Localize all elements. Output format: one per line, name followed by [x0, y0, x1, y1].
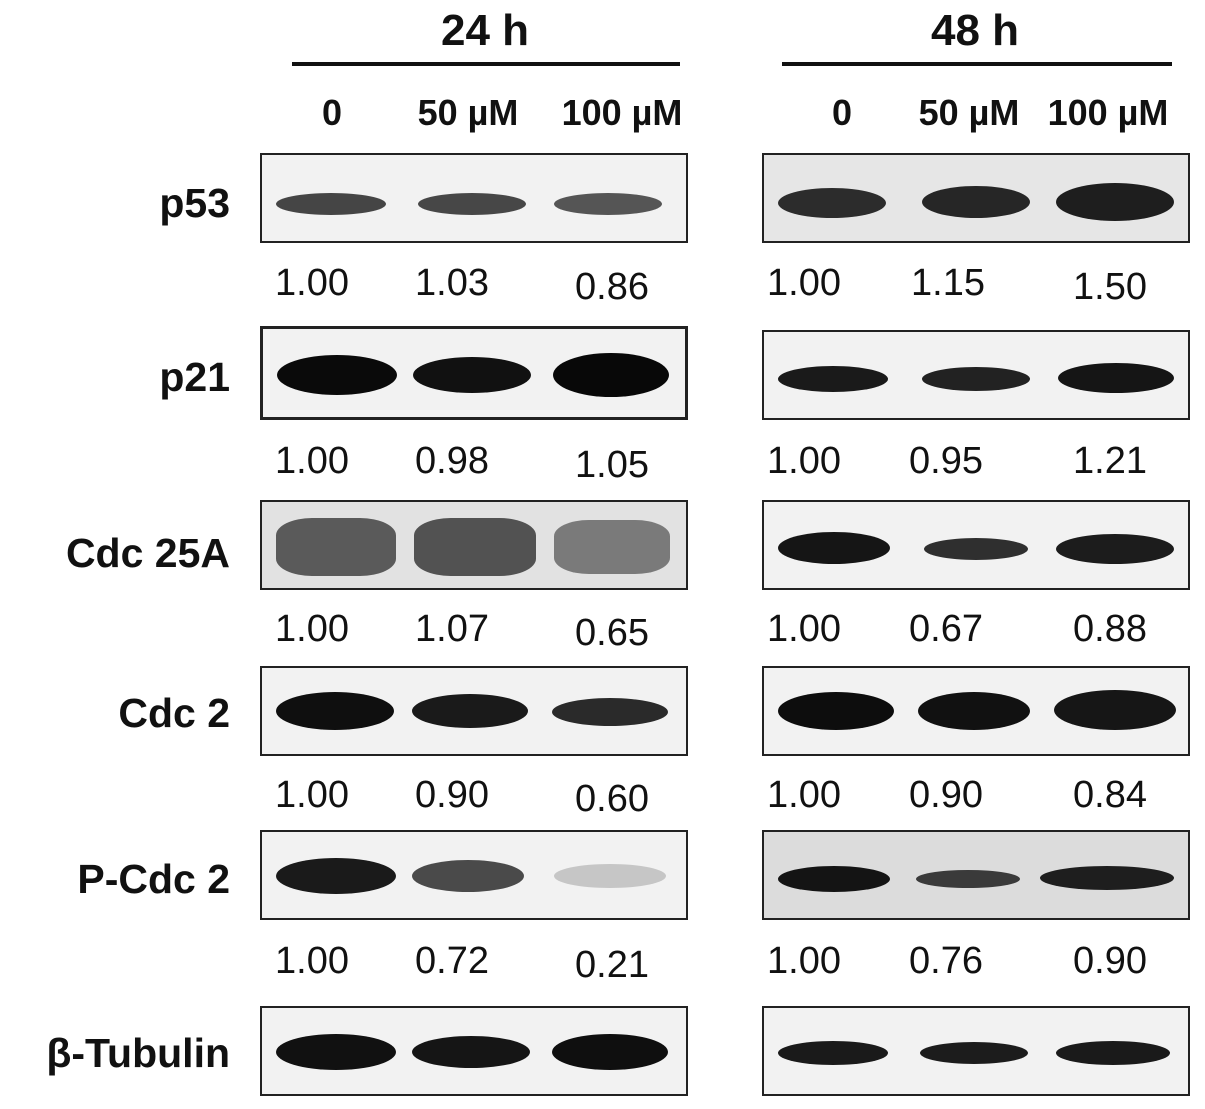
band — [276, 1034, 396, 1070]
value-p53-24h-0: 1.00 — [275, 262, 349, 304]
value-p-cdc2-48h-100: 0.90 — [1073, 940, 1147, 982]
value-cdc2-24h-100: 0.60 — [575, 778, 649, 820]
band — [778, 188, 886, 218]
band — [918, 692, 1030, 730]
band — [778, 866, 890, 892]
blot-p53-48h — [762, 153, 1190, 243]
blot-cdc2-24h — [260, 666, 688, 756]
band — [412, 1036, 530, 1068]
timepoint-24h: 24 h — [440, 6, 530, 55]
value-p53-48h-0: 1.00 — [767, 262, 841, 304]
conc-48h-100: 100 µM — [1047, 92, 1169, 133]
value-cdc2-24h-0: 1.00 — [275, 774, 349, 816]
band — [778, 532, 890, 564]
protein-label-p-cdc2: P-Cdc 2 — [77, 856, 230, 902]
band — [554, 864, 666, 888]
band — [276, 193, 386, 215]
band — [276, 692, 394, 730]
value-p53-48h-100: 1.50 — [1073, 266, 1147, 308]
value-p-cdc2-24h-100: 0.21 — [575, 944, 649, 986]
band — [552, 698, 668, 726]
value-p53-24h-100: 0.86 — [575, 266, 649, 308]
band — [554, 520, 670, 574]
value-p21-48h-100: 1.21 — [1073, 440, 1147, 482]
band — [916, 870, 1020, 888]
protein-label-p21: p21 — [159, 354, 230, 400]
timepoint-24h-underline — [292, 62, 680, 66]
band — [778, 366, 888, 392]
value-cdc25a-24h-50: 1.07 — [415, 608, 489, 650]
band — [1056, 1041, 1170, 1065]
timepoint-48h-underline — [782, 62, 1172, 66]
band — [778, 692, 894, 730]
band — [922, 367, 1030, 391]
band — [414, 518, 536, 576]
value-p-cdc2-48h-0: 1.00 — [767, 940, 841, 982]
value-cdc2-48h-100: 0.84 — [1073, 774, 1147, 816]
value-p21-48h-50: 0.95 — [909, 440, 983, 482]
band — [276, 518, 396, 576]
blot-p21-48h — [762, 330, 1190, 420]
value-p-cdc2-48h-50: 0.76 — [909, 940, 983, 982]
value-cdc25a-48h-100: 0.88 — [1073, 608, 1147, 650]
band — [778, 1041, 888, 1065]
blot-p-cdc2-24h — [260, 830, 688, 920]
band — [412, 860, 524, 892]
conc-48h-0: 0 — [831, 92, 853, 133]
conc-24h-50: 50 µM — [417, 92, 519, 133]
band — [920, 1042, 1028, 1064]
blot-p-cdc2-48h — [762, 830, 1190, 920]
band — [553, 353, 669, 397]
value-p21-48h-0: 1.00 — [767, 440, 841, 482]
blot-cdc25a-48h — [762, 500, 1190, 590]
protein-label-p53: p53 — [159, 180, 230, 226]
band — [1058, 363, 1174, 393]
band — [1054, 690, 1176, 730]
value-cdc2-24h-50: 0.90 — [415, 774, 489, 816]
protein-label-beta-tubulin: β-Tubulin — [46, 1030, 230, 1076]
value-p21-24h-100: 1.05 — [575, 444, 649, 486]
value-p53-48h-50: 1.15 — [911, 262, 985, 304]
value-cdc25a-24h-100: 0.65 — [575, 612, 649, 654]
band — [924, 538, 1028, 560]
timepoint-48h: 48 h — [930, 6, 1020, 55]
blot-cdc25a-24h — [260, 500, 688, 590]
value-cdc25a-48h-50: 0.67 — [909, 608, 983, 650]
band — [1056, 534, 1174, 564]
value-p21-24h-50: 0.98 — [415, 440, 489, 482]
band — [552, 1034, 668, 1070]
protein-label-cdc25a: Cdc 25A — [65, 530, 230, 576]
value-p-cdc2-24h-50: 0.72 — [415, 940, 489, 982]
band — [277, 355, 397, 395]
band — [554, 193, 662, 215]
band — [412, 694, 528, 728]
band — [276, 858, 396, 894]
blot-cdc2-48h — [762, 666, 1190, 756]
conc-48h-50: 50 µM — [918, 92, 1020, 133]
value-p21-24h-0: 1.00 — [275, 440, 349, 482]
value-cdc2-48h-50: 0.90 — [909, 774, 983, 816]
blot-beta-tubulin-48h — [762, 1006, 1190, 1096]
blot-p53-24h — [260, 153, 688, 243]
value-p-cdc2-24h-0: 1.00 — [275, 940, 349, 982]
value-p53-24h-50: 1.03 — [415, 262, 489, 304]
conc-24h-100: 100 µM — [561, 92, 683, 133]
protein-label-cdc2: Cdc 2 — [118, 690, 230, 736]
conc-24h-0: 0 — [321, 92, 343, 133]
blot-beta-tubulin-24h — [260, 1006, 688, 1096]
blot-p21-24h — [260, 326, 688, 420]
band — [1040, 866, 1174, 890]
band — [1056, 183, 1174, 221]
value-cdc25a-48h-0: 1.00 — [767, 608, 841, 650]
band — [413, 357, 531, 393]
band — [922, 186, 1030, 218]
value-cdc25a-24h-0: 1.00 — [275, 608, 349, 650]
value-cdc2-48h-0: 1.00 — [767, 774, 841, 816]
band — [418, 193, 526, 215]
